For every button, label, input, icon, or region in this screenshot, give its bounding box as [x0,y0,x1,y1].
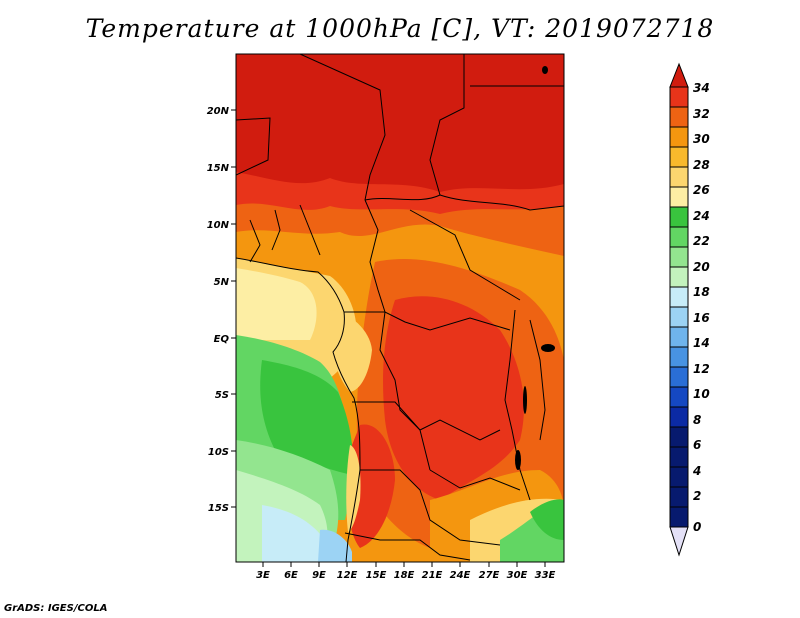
colorbar-swatch [669,266,689,288]
grads-credit: GrADS: IGES/COLA [4,603,108,614]
lon-label: 27E [479,570,500,581]
lon-label: 33E [535,570,556,581]
colorbar-label: 22 [693,234,710,248]
lat-label: 5N [214,277,230,288]
colorbar-labels: 34 32 30 28 26 24 22 20 18 16 14 12 10 8… [692,81,710,534]
lon-label: 12E [337,570,358,581]
colorbar-swatch [669,466,689,488]
colorbar-swatch [669,286,689,308]
colorbar-swatch [669,186,689,208]
lon-label: 21E [422,570,443,581]
colorbar-label: 8 [693,413,701,427]
colorbar-label: 10 [693,387,710,401]
colorbar-swatch [669,486,689,508]
colorbar-swatch [669,146,689,168]
colorbar-label: 6 [693,438,701,452]
lon-label: 24E [450,570,471,581]
colorbar-label: 30 [693,132,710,146]
lat-label: 5S [215,390,229,401]
colorbar-label: 20 [693,260,710,274]
colorbar-label: 14 [693,336,710,350]
colorbar-label: 26 [693,183,710,197]
colorbar-label: 24 [693,209,710,223]
colorbar-label: 0 [693,520,701,534]
lat-label: EQ [214,334,230,345]
borders [236,54,564,562]
colorbar-label: 16 [693,311,710,325]
lat-label: 10N [207,220,230,231]
colorbar-label: 34 [693,81,710,95]
lon-axis: 3E 6E 9E 12E 15E 18E 21E 24E 27E 30E 33E [256,562,556,581]
lat-label: 15N [207,163,230,174]
lon-label: 15E [366,570,387,581]
colorbar-swatch [669,166,689,188]
colorbar-swatch [669,326,689,348]
colorbar-label: 32 [693,107,710,121]
lon-label: 6E [284,570,298,581]
colorbar-overflow-arrow [669,62,689,88]
lakes [515,66,555,470]
colorbar-swatch [669,386,689,408]
colorbar-swatch [669,246,689,268]
colorbar-swatch [669,86,689,108]
colorbar-swatch [669,426,689,448]
lat-label: 20N [207,106,230,117]
colorbar-swatch [669,406,689,428]
lon-label: 30E [507,570,528,581]
lon-label: 9E [312,570,326,581]
lon-label: 18E [394,570,415,581]
colorbar-label: 2 [693,489,701,503]
lat-axis: 20N 15N 10N 5N EQ 5S 10S 15S [207,106,236,514]
temperature-field [236,54,564,562]
colorbar-swatch [669,126,689,148]
colorbar-label: 4 [692,464,701,478]
map-title: Temperature at 1000hPa [C], VT: 20190727… [85,14,715,43]
colorbar-swatch [669,226,689,248]
colorbar-swatch [669,366,689,388]
colorbar-swatch [669,306,689,328]
lat-label: 10S [208,447,229,458]
colorbar-underflow-arrow [669,526,689,557]
colorbar-label: 12 [693,362,710,376]
lon-label: 3E [256,570,270,581]
lat-label: 15S [208,503,229,514]
colorbar-swatch [669,106,689,128]
map-frame [235,53,565,563]
colorbar-label: 28 [693,158,710,172]
colorbar-label: 18 [693,285,710,299]
colorbar-swatch [669,446,689,468]
colorbar-swatch [669,206,689,228]
colorbar-swatch [669,506,689,528]
colorbar [669,62,689,557]
colorbar-swatch [669,346,689,368]
